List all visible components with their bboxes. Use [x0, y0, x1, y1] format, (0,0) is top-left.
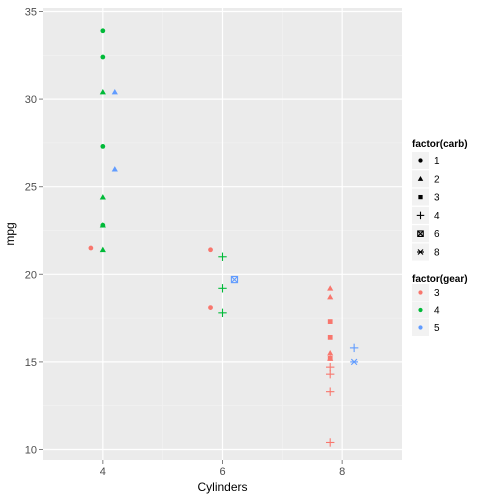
legend-label-gear: 3 — [434, 288, 440, 299]
legend-key-square — [418, 194, 423, 200]
legend-key-plus — [416, 211, 425, 220]
legend-label-carb: 2 — [434, 174, 440, 185]
legend-label-carb: 8 — [434, 248, 440, 259]
x-tick-label: 4 — [100, 466, 106, 478]
legends: factor(carb) 1 2 3 4 6 8 factor(gear) 3 4 5 — [412, 139, 468, 336]
legend-label-carb: 1 — [434, 156, 440, 167]
y-tick-label: 30 — [25, 94, 37, 106]
y-tick-label: 15 — [25, 357, 37, 369]
x-tick-label: 8 — [339, 466, 345, 478]
axis-tick-labels: 4 6 8 10 15 20 25 30 35 — [25, 7, 345, 478]
legend-label-carb: 6 — [434, 229, 440, 240]
data-point — [100, 144, 106, 149]
data-point — [327, 319, 333, 324]
data-point — [327, 350, 334, 356]
data-point — [99, 222, 106, 228]
data-point — [326, 387, 335, 396]
legend-key-asterisk — [417, 249, 424, 255]
y-tick-label: 35 — [25, 7, 37, 19]
legend-key-triangle — [417, 176, 424, 181]
data-point — [327, 334, 333, 340]
legend-key-square-cross — [417, 230, 424, 237]
legend-label-carb: 4 — [434, 211, 440, 222]
data-point — [326, 369, 335, 379]
legend-label-gear: 5 — [434, 323, 440, 334]
data-point — [327, 356, 333, 361]
data-point — [218, 308, 227, 318]
data-point — [111, 166, 118, 172]
y-axis-title: mpg — [3, 222, 17, 245]
data-point — [99, 194, 106, 200]
data-point — [230, 275, 239, 284]
y-tick-label: 20 — [25, 269, 37, 281]
legend-label-carb: 3 — [434, 193, 440, 204]
legend-key-circle — [418, 158, 423, 163]
data-point — [208, 247, 213, 253]
data-point — [326, 362, 335, 372]
legend-key-color — [418, 325, 423, 330]
data-points — [88, 28, 359, 447]
data-point — [218, 252, 227, 261]
data-point — [326, 438, 335, 447]
legend-key-color — [418, 307, 423, 313]
data-point — [100, 28, 106, 34]
data-point — [218, 284, 227, 293]
data-point — [349, 343, 359, 353]
data-point — [327, 293, 334, 300]
data-point — [208, 305, 213, 310]
legend-label-gear: 4 — [434, 306, 440, 317]
data-point — [100, 54, 106, 60]
major-gridlines — [43, 8, 402, 460]
y-tick-label: 25 — [25, 182, 37, 194]
data-point — [111, 89, 118, 95]
legend-key-color — [418, 290, 423, 295]
legend-title-gear: factor(gear) — [412, 274, 468, 285]
axis-ticks — [39, 11, 343, 464]
legend-title-carb: factor(carb) — [412, 139, 468, 150]
data-point — [88, 245, 94, 251]
data-point — [99, 246, 106, 253]
x-axis-title: Cylinders — [197, 480, 247, 494]
data-point — [350, 358, 359, 366]
data-point — [327, 285, 334, 291]
x-tick-label: 6 — [219, 466, 225, 478]
y-tick-label: 10 — [25, 444, 37, 456]
data-point — [99, 89, 106, 95]
